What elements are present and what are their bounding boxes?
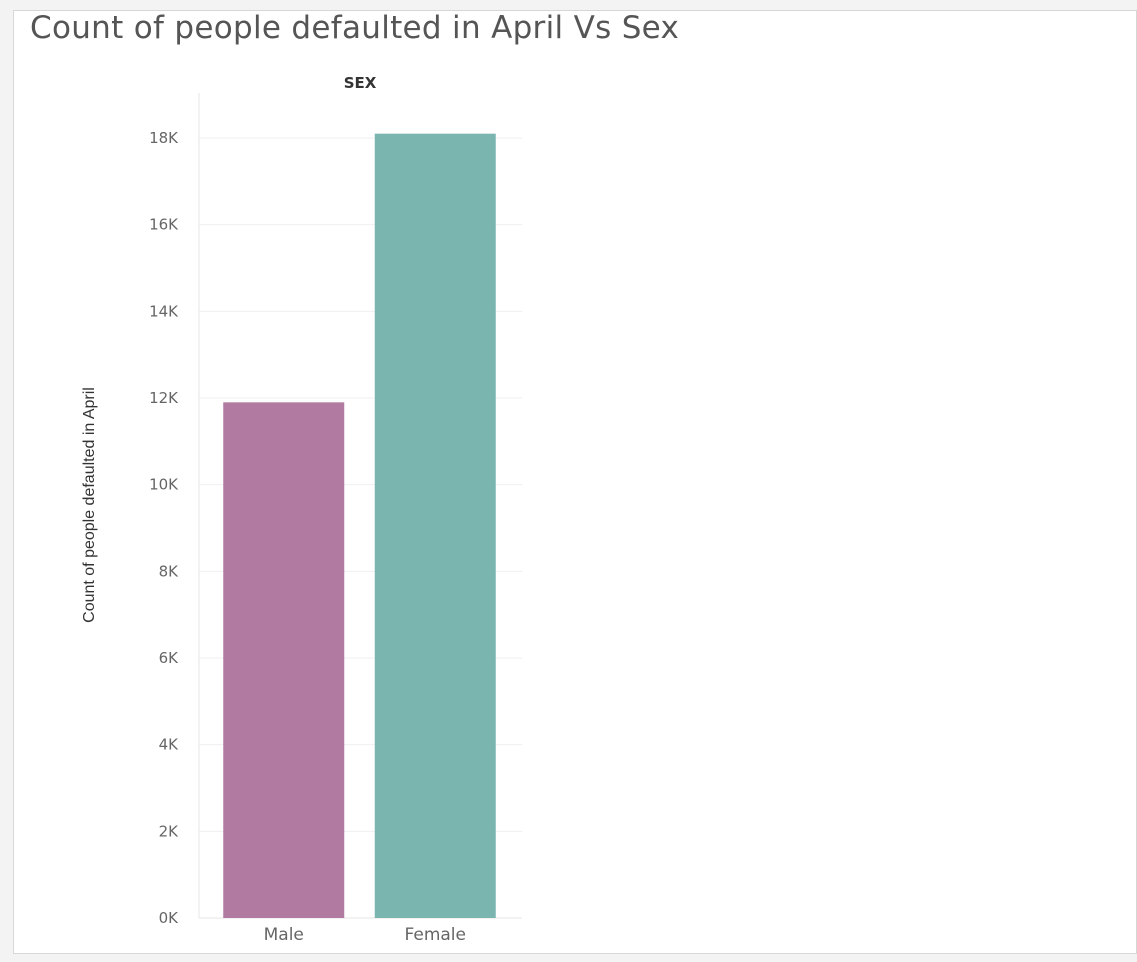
y-tick-label: 4K <box>159 736 180 754</box>
y-tick-label: 8K <box>159 562 180 580</box>
bars <box>223 133 496 918</box>
y-tick-label: 6K <box>159 649 180 667</box>
y-tick-label: 2K <box>159 822 180 840</box>
y-tick-label: 16K <box>149 216 179 234</box>
y-axis-ticks: 0K 2K 4K 6K 8K 10K 12K 14K 16K 18K <box>149 129 179 927</box>
x-category-label: Female <box>405 925 466 945</box>
x-category-label: Male <box>264 925 304 945</box>
y-tick-label: 12K <box>149 389 179 407</box>
x-axis-categories: Male Female <box>264 925 466 945</box>
y-tick-label: 18K <box>149 129 179 147</box>
bar-male[interactable] <box>223 402 345 918</box>
y-axis-title: Count of people defaulted in April <box>81 387 98 623</box>
column-header-label: SEX <box>344 74 377 92</box>
y-tick-label: 0K <box>159 909 180 927</box>
y-tick-label: 10K <box>149 476 179 494</box>
y-tick-label: 14K <box>149 302 179 320</box>
chart-title: Count of people defaulted in April Vs Se… <box>30 10 680 46</box>
bar-female[interactable] <box>374 133 496 918</box>
chart-frame <box>13 10 1137 954</box>
